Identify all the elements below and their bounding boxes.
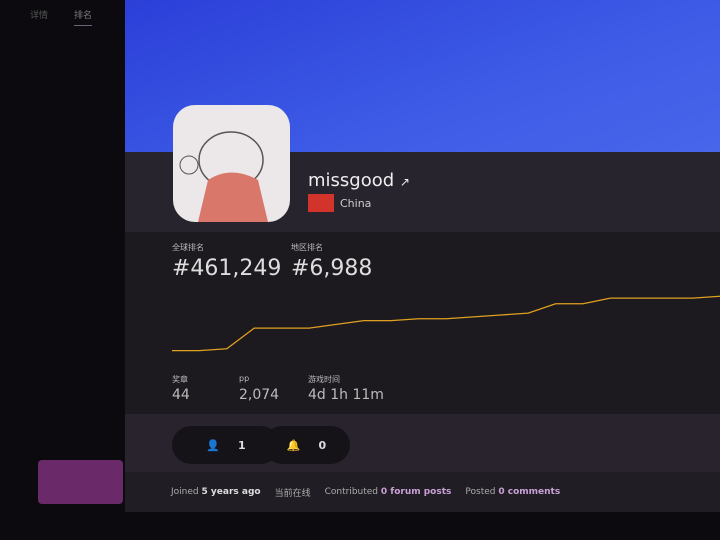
global-rank-label: 全球排名 xyxy=(172,243,204,252)
joined-value: 5 years ago xyxy=(201,487,261,497)
username: missgood xyxy=(308,170,395,191)
china-flag-icon xyxy=(308,194,334,212)
top-tabs: 详情 排名 xyxy=(30,8,93,26)
medals-label: 奖章 xyxy=(172,375,188,384)
country-rank-label: 地区排名 xyxy=(291,243,323,252)
notifications-count: 0 xyxy=(318,438,327,452)
joined-label: Joined xyxy=(171,487,199,497)
tab-details[interactable]: 详情 xyxy=(30,11,49,21)
user-icon: 👤 xyxy=(206,438,221,452)
medals-value: 44 xyxy=(172,387,190,403)
bell-icon: 🔔 xyxy=(286,438,301,452)
online-status: 当前在线 xyxy=(274,488,311,499)
notifications-button[interactable]: 🔔 0 xyxy=(263,426,350,464)
comments-link[interactable]: 0 comments xyxy=(498,487,561,497)
profile-footer: Joined 5 years ago 当前在线 Contributed 0 fo… xyxy=(125,472,720,512)
rank-line xyxy=(172,295,720,352)
pp-value: 2,074 xyxy=(239,387,280,403)
side-button[interactable] xyxy=(38,460,123,504)
posted-label: Posted xyxy=(465,487,496,497)
avatar xyxy=(173,105,290,222)
playtime-label: 游戏时间 xyxy=(308,375,340,384)
country-name[interactable]: China xyxy=(340,197,372,210)
external-link-icon[interactable]: ↗ xyxy=(399,175,410,189)
rank-history-chart xyxy=(172,295,720,352)
contributed-label: Contributed xyxy=(324,487,379,497)
playtime-value: 4d 1h 11m xyxy=(308,387,384,403)
followers-count: 1 xyxy=(238,438,246,452)
forum-posts-link[interactable]: 0 forum posts xyxy=(380,487,452,497)
pp-label: pp xyxy=(239,374,250,383)
followers-button[interactable]: 👤 1 xyxy=(172,426,280,464)
global-rank: #461,249 xyxy=(172,256,282,281)
stats-panel xyxy=(125,232,720,414)
country-rank: #6,988 xyxy=(291,256,373,281)
tab-rankings[interactable]: 排名 xyxy=(74,8,93,26)
